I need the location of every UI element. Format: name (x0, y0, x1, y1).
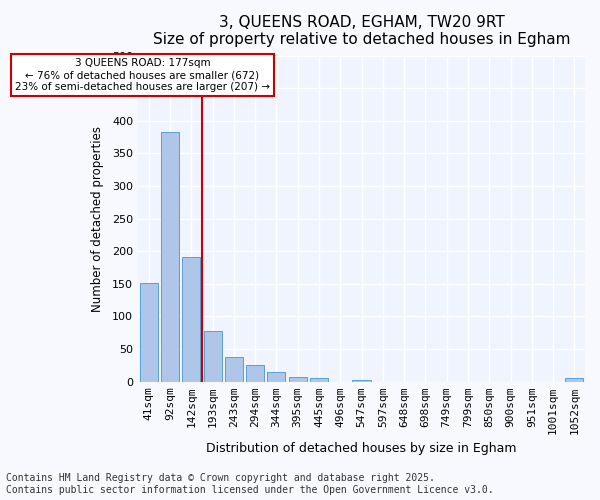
Bar (565, 378, 583, 382)
X-axis label: Distribution of detached houses by size in Egham: Distribution of detached houses by size … (206, 442, 517, 455)
Bar (289, 377, 307, 382)
Text: Contains HM Land Registry data © Crown copyright and database right 2025.
Contai: Contains HM Land Registry data © Crown c… (6, 474, 494, 495)
Bar (352, 380, 371, 382)
Bar (246, 366, 264, 382)
Text: 3 QUEENS ROAD: 177sqm
← 76% of detached houses are smaller (672)
23% of semi-det: 3 QUEENS ROAD: 177sqm ← 76% of detached … (15, 58, 270, 92)
Y-axis label: Number of detached properties: Number of detached properties (91, 126, 104, 312)
Bar (182, 257, 200, 382)
Bar (225, 357, 243, 382)
Bar (268, 372, 286, 382)
Title: 3, QUEENS ROAD, EGHAM, TW20 9RT
Size of property relative to detached houses in : 3, QUEENS ROAD, EGHAM, TW20 9RT Size of … (153, 15, 570, 48)
Bar (310, 378, 328, 382)
Bar (140, 283, 158, 382)
Bar (161, 132, 179, 382)
Bar (203, 332, 221, 382)
